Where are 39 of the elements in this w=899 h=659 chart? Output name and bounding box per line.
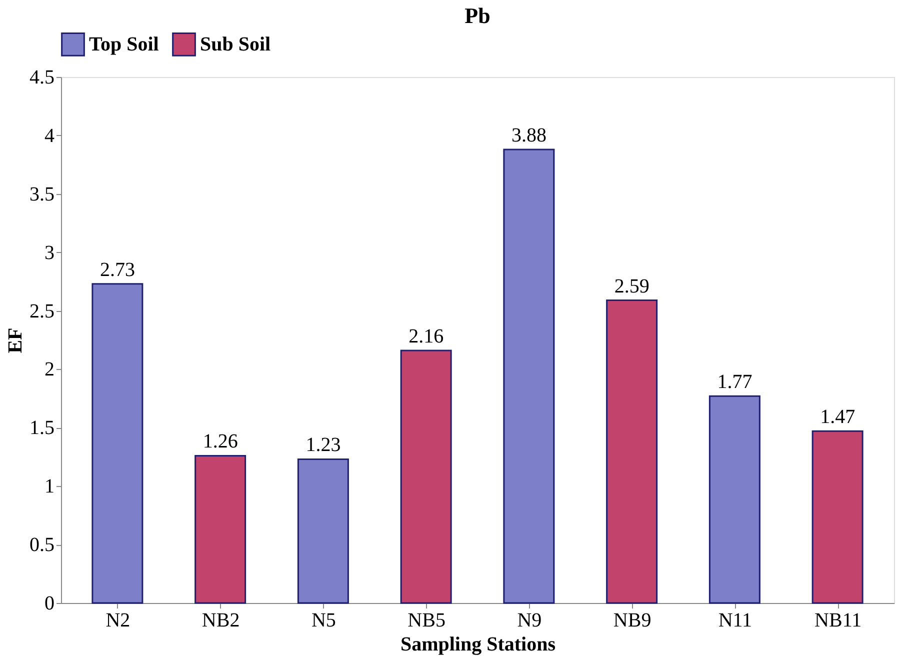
x-tick-label: NB2	[202, 610, 240, 632]
data-label: 1.26	[202, 430, 238, 453]
bar	[708, 395, 760, 604]
y-tick-label: 1.5	[30, 417, 54, 440]
bar	[503, 148, 555, 604]
y-axis-title: EF	[4, 328, 26, 354]
x-tick-label: N9	[517, 610, 542, 632]
bar	[92, 283, 144, 604]
bar	[606, 300, 658, 604]
x-tick-label: NB11	[814, 610, 862, 632]
x-tick-label: N2	[106, 610, 130, 632]
y-tick-label: 0	[44, 592, 54, 614]
y-tick-label: 1	[44, 476, 54, 498]
x-tick-label: NB5	[408, 610, 446, 632]
data-label: 2.73	[100, 258, 135, 281]
y-tick-label: 4	[44, 124, 54, 147]
x-tick-label: NB9	[613, 610, 652, 632]
y-tick-label: 4.5	[30, 66, 54, 88]
y-tick-label: 3	[44, 242, 54, 264]
x-axis-title: Sampling Stations	[400, 634, 556, 656]
data-label: 2.59	[614, 275, 650, 298]
legend-label: Top Soil	[89, 33, 160, 56]
y-tick-label: 2	[44, 358, 54, 381]
data-label: 1.47	[820, 406, 856, 428]
bar	[297, 458, 349, 604]
y-tick-label: 3.5	[30, 183, 54, 206]
bar	[194, 454, 246, 604]
y-tick-label: 0.5	[30, 534, 54, 556]
data-label: 3.88	[511, 124, 546, 146]
bar	[400, 350, 452, 604]
legend-label: Sub Soil	[200, 33, 272, 56]
x-tick-label: N5	[311, 610, 336, 632]
chart-title: Pb	[464, 3, 490, 28]
bar	[812, 430, 864, 604]
data-label: 1.77	[717, 371, 752, 394]
x-tick-label: N11	[718, 610, 752, 632]
data-label: 1.23	[306, 434, 341, 456]
y-tick-label: 2.5	[30, 300, 54, 322]
data-label: 2.16	[408, 326, 444, 348]
